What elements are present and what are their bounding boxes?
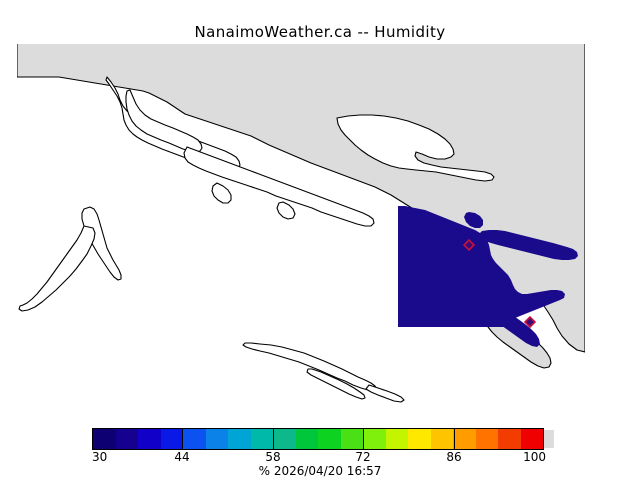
colorbar-cell-11 [340,429,363,449]
colorbar-tick-72 [363,428,364,450]
shore-notch-mid [276,201,296,220]
colorbar[interactable] [92,428,554,450]
colorbar-cell-0 [93,429,116,449]
colorbar-label-72: 72 [355,450,371,464]
colorbar-cell-19 [520,429,543,449]
colorbar-cell-2 [138,429,161,449]
colorbar-tick-86 [454,428,455,450]
colorbar-cell-9 [295,429,318,449]
colorbar-cell-8 [273,429,296,449]
colorbar-label-86: 86 [446,450,462,464]
humidity-field-southeast [483,300,540,347]
page-title: NanaimoWeather.ca -- Humidity [194,23,446,41]
colorbar-cell-12 [363,429,386,449]
inlet-midcoast [183,146,375,227]
colorbar-overflow-swatch [544,430,554,448]
map-canvas [17,44,585,408]
colorbar-cell-17 [475,429,498,449]
colorbar-cell-7 [250,429,273,449]
island-south-tail-east [365,384,405,403]
landmass-group [17,44,585,369]
colorbar-cell-3 [160,429,183,449]
colorbar-cell-4 [183,429,206,449]
map-plot-area[interactable] [17,44,585,408]
station-markers-group[interactable] [462,238,537,329]
humidity-data-overlay [398,206,578,347]
colorbar-tick-58 [273,428,274,450]
humidity-field-east-inlet [479,230,578,260]
shore-notch-left [211,182,232,204]
colorbar-cell-16 [453,429,476,449]
colorbar-cell-15 [430,429,453,449]
colorbar-label-100: 100 [523,450,546,464]
colorbar-cell-14 [408,429,431,449]
colorbar-cell-1 [115,429,138,449]
colorbar-gradient[interactable] [92,428,544,450]
colorbar-cell-13 [385,429,408,449]
colorbar-cell-5 [205,429,228,449]
bay-upper-middle [336,114,495,182]
station-marker-south-diamond[interactable] [523,315,537,329]
island-south-sliver [306,368,366,400]
colorbar-cell-10 [318,429,341,449]
island-south-long [242,342,378,392]
station-marker-north[interactable] [462,238,476,252]
humidity-field-main [398,206,565,327]
station-marker-north-diamond[interactable] [462,238,476,252]
station-marker-south[interactable] [523,315,537,329]
colorbar-tick-labels: 30 44 58 72 86 100 [0,450,640,464]
island-narrow-west-tail [18,225,96,312]
islands-group [18,206,405,403]
colorbar-cell-6 [228,429,251,449]
colorbar-label-58: 58 [265,450,281,464]
colorbar-label-30: 30 [92,450,108,464]
colorbar-label-44: 44 [174,450,190,464]
colorbar-cell-18 [498,429,521,449]
colorbar-tick-44 [182,428,183,450]
colorbar-caption: % 2026/04/20 16:57 [258,464,382,478]
humidity-field-channel [464,212,483,228]
